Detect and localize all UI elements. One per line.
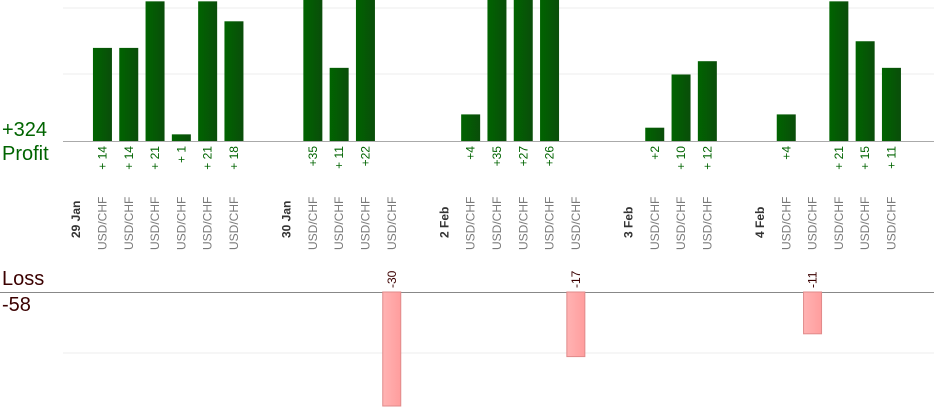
profit-bar (540, 0, 560, 141)
date-label: 29 Jan (69, 201, 83, 238)
profit-bar (671, 74, 691, 141)
value-label: +35 (490, 146, 504, 167)
pair-label: USD/CHF (490, 197, 504, 250)
value-label: +26 (543, 146, 557, 167)
pair-label: USD/CHF (201, 197, 215, 250)
pair-label: USD/CHF (358, 197, 372, 250)
value-label: + 14 (95, 146, 109, 170)
value-label: + 12 (700, 146, 714, 170)
pair-label: USD/CHF (385, 197, 399, 250)
value-label: +27 (516, 146, 530, 167)
loss-total: -58 (2, 294, 31, 316)
loss-bar (803, 291, 823, 335)
profit-bar (829, 1, 849, 141)
value-label: + 21 (201, 146, 215, 170)
value-label: + 18 (227, 146, 241, 170)
pair-label: USD/CHF (306, 197, 320, 250)
value-label: -11 (806, 271, 820, 288)
pair-label: USD/CHF (674, 197, 688, 250)
loss-bar (566, 291, 586, 358)
pair-label: USD/CHF (227, 197, 241, 250)
profit-total: +324 (2, 119, 48, 141)
date-label: 4 Feb (753, 207, 767, 238)
profit-label: Profit (2, 143, 49, 165)
pair-label: USD/CHF (122, 197, 136, 250)
pair-label: USD/CHF (516, 197, 530, 250)
value-label: + 1 (174, 146, 188, 163)
pair-label: USD/CHF (832, 197, 846, 250)
value-label: + 10 (674, 146, 688, 170)
value-label: +4 (779, 146, 793, 160)
profit-bar (697, 61, 717, 142)
loss-bar (382, 291, 402, 407)
value-label: + 11 (884, 146, 898, 169)
profit-bar (881, 67, 901, 141)
profit-bar (224, 21, 244, 141)
pair-label: USD/CHF (543, 197, 557, 250)
date-label: 30 Jan (280, 201, 294, 238)
value-label: + 14 (122, 146, 136, 170)
value-label: -17 (569, 270, 583, 288)
value-label: + 11 (332, 146, 346, 169)
profit-bar (645, 127, 665, 141)
pair-label: USD/CHF (148, 197, 162, 250)
value-label: -30 (385, 270, 399, 288)
value-label: +22 (358, 146, 372, 167)
date-label: 3 Feb (621, 207, 635, 238)
pair-label: USD/CHF (806, 197, 820, 250)
pair-label: USD/CHF (332, 197, 346, 250)
value-label: + 21 (148, 146, 162, 170)
profit-bar (776, 114, 796, 141)
profit-bar (303, 0, 323, 141)
profit-bar (355, 0, 375, 141)
profit-bar (119, 47, 139, 141)
value-label: + 21 (832, 146, 846, 170)
value-label: +35 (306, 146, 320, 167)
pair-label: USD/CHF (858, 197, 872, 250)
pair-label: USD/CHF (174, 197, 188, 250)
profit-bar (855, 41, 875, 141)
profit-bar (487, 0, 507, 141)
pair-label: USD/CHF (884, 197, 898, 250)
profit-bar (171, 134, 191, 141)
profit-bar (513, 0, 533, 141)
loss-label: Loss (2, 268, 45, 290)
pair-label: USD/CHF (648, 197, 662, 250)
profit-bar (145, 1, 165, 141)
profit-bar (329, 67, 349, 141)
value-label: + 15 (858, 146, 872, 170)
profit-bar (92, 47, 112, 141)
profit-bar (461, 114, 481, 141)
pair-label: USD/CHF (95, 197, 109, 250)
pair-label: USD/CHF (700, 197, 714, 250)
date-label: 2 Feb (437, 207, 451, 238)
pair-label: USD/CHF (569, 197, 583, 250)
pair-label: USD/CHF (779, 197, 793, 250)
pair-label: USD/CHF (464, 197, 478, 250)
profit-bar (198, 1, 218, 141)
value-label: +4 (464, 146, 478, 160)
value-label: +2 (648, 146, 662, 160)
